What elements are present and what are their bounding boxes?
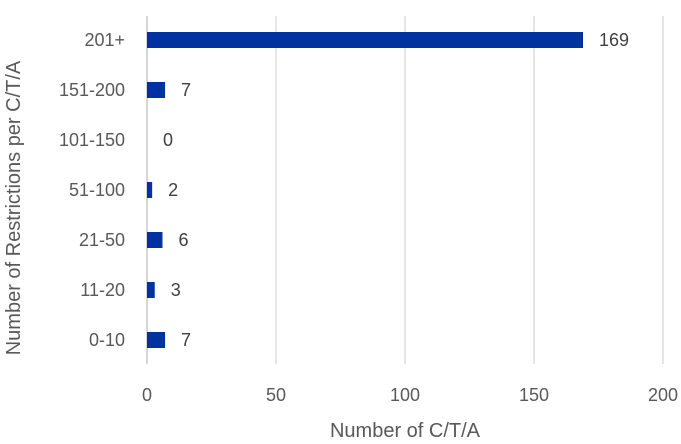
y-category-label: 51-100 bbox=[69, 180, 125, 200]
x-tick-labels: 0 50 100 150 200 bbox=[142, 385, 678, 405]
data-label-11-20: 3 bbox=[171, 280, 181, 300]
bars bbox=[147, 32, 584, 348]
y-category-labels: 201+ 151-200 101-150 51-100 21-50 11-20 0-10 bbox=[59, 30, 125, 350]
data-labels: 169 7 0 2 6 3 7 bbox=[163, 30, 629, 350]
x-tick-label-150: 150 bbox=[519, 385, 549, 405]
y-category-label: 151-200 bbox=[59, 80, 125, 100]
y-category-label: 0-10 bbox=[89, 330, 125, 350]
data-label-0-10: 7 bbox=[181, 330, 191, 350]
data-label-21-50: 6 bbox=[178, 230, 188, 250]
bar-21-50 bbox=[147, 232, 163, 248]
data-label-201+: 169 bbox=[599, 30, 629, 50]
x-tick-label-100: 100 bbox=[390, 385, 420, 405]
bar-201+ bbox=[147, 32, 584, 48]
bar-11-20 bbox=[147, 282, 155, 298]
x-axis-title: Number of C/T/A bbox=[330, 420, 481, 442]
bar-151-200 bbox=[147, 82, 166, 98]
data-label-101-150: 0 bbox=[163, 130, 173, 150]
y-category-label: 21-50 bbox=[79, 230, 125, 250]
x-tick-label-50: 50 bbox=[266, 385, 286, 405]
gridlines bbox=[146, 16, 664, 364]
bar-0-10 bbox=[147, 332, 166, 348]
bar-51-100 bbox=[147, 182, 153, 198]
y-axis-title: Number of Restrictions per C/T/A bbox=[3, 60, 25, 355]
y-category-label: 201+ bbox=[84, 30, 125, 50]
x-tick-label-200: 200 bbox=[648, 385, 678, 405]
y-category-label: 11-20 bbox=[80, 280, 125, 300]
y-category-label: 101-150 bbox=[59, 130, 125, 150]
data-label-51-100: 2 bbox=[168, 180, 178, 200]
data-label-151-200: 7 bbox=[181, 80, 191, 100]
x-tick-label-0: 0 bbox=[142, 385, 152, 405]
